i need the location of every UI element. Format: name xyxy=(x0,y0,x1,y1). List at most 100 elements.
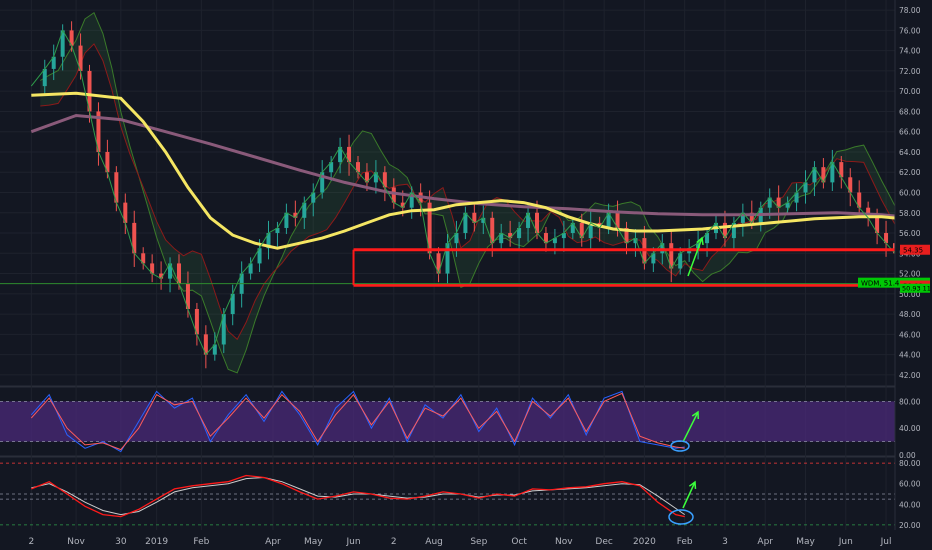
candle-body[interactable] xyxy=(570,222,575,234)
candle-body[interactable] xyxy=(150,263,155,274)
candle-body[interactable] xyxy=(794,192,799,203)
x-tick-label: 3 xyxy=(722,537,728,547)
candle-body[interactable] xyxy=(499,233,504,244)
x-tick-label: Jun xyxy=(838,537,853,547)
candle-body[interactable] xyxy=(812,167,817,183)
candle-body[interactable] xyxy=(722,222,727,239)
candle-body[interactable] xyxy=(848,177,853,193)
candle-body[interactable] xyxy=(391,187,396,203)
candle-body[interactable] xyxy=(212,344,217,355)
stochastic-rsi-panel[interactable] xyxy=(0,390,895,453)
candle-body[interactable] xyxy=(194,309,199,335)
candle-body[interactable] xyxy=(490,217,495,244)
candle-body[interactable] xyxy=(561,233,566,239)
candle-body[interactable] xyxy=(42,68,47,87)
candle-body[interactable] xyxy=(347,146,352,163)
candle-body[interactable] xyxy=(535,212,539,234)
candle-body[interactable] xyxy=(78,45,83,71)
price-tick-label: 46.00 xyxy=(899,330,921,339)
candle-body[interactable] xyxy=(749,212,754,223)
candle-body[interactable] xyxy=(884,233,889,244)
candle-body[interactable] xyxy=(230,293,235,315)
x-tick-label: 2019 xyxy=(145,537,168,547)
price-tag: 54.35 xyxy=(903,247,923,255)
candle-body[interactable] xyxy=(436,253,441,274)
candle-body[interactable] xyxy=(445,243,450,274)
candle-body[interactable] xyxy=(606,212,611,228)
candle-body[interactable] xyxy=(651,253,656,264)
candle-body[interactable] xyxy=(356,162,360,173)
candle-body[interactable] xyxy=(275,227,280,234)
x-tick-label: Jul xyxy=(880,537,892,547)
candle-body[interactable] xyxy=(472,212,477,223)
candle-body[interactable] xyxy=(168,263,173,279)
candle-body[interactable] xyxy=(248,263,253,274)
candle-body[interactable] xyxy=(221,314,226,345)
candle-body[interactable] xyxy=(839,162,844,178)
candle-body[interactable] xyxy=(875,217,880,234)
candle-body[interactable] xyxy=(633,238,638,244)
candle-body[interactable] xyxy=(543,233,548,244)
candle-body[interactable] xyxy=(141,253,146,264)
candle-body[interactable] xyxy=(400,202,405,208)
candle-body[interactable] xyxy=(552,238,557,244)
stoch-highlight-circle-icon xyxy=(670,440,690,452)
candle-body[interactable] xyxy=(320,172,325,193)
candle-body[interactable] xyxy=(427,202,432,254)
candle-body[interactable] xyxy=(740,212,745,223)
candle-body[interactable] xyxy=(803,182,808,193)
candle-body[interactable] xyxy=(338,146,343,163)
candle-body[interactable] xyxy=(105,151,110,173)
candle-body[interactable] xyxy=(159,273,164,279)
candle-body[interactable] xyxy=(696,243,701,249)
candle-body[interactable] xyxy=(373,172,378,183)
candle-body[interactable] xyxy=(69,30,74,46)
candle-body[interactable] xyxy=(87,70,92,112)
candle-body[interactable] xyxy=(776,197,781,208)
candle-body[interactable] xyxy=(678,253,683,269)
candle-body[interactable] xyxy=(329,162,334,173)
candle-body[interactable] xyxy=(463,212,468,234)
candle-body[interactable] xyxy=(284,212,289,228)
candle-body[interactable] xyxy=(293,212,298,218)
candle-body[interactable] xyxy=(517,227,522,239)
candle-body[interactable] xyxy=(830,162,835,183)
candle-body[interactable] xyxy=(660,243,665,254)
candle-body[interactable] xyxy=(731,222,736,239)
candle-body[interactable] xyxy=(132,222,137,254)
candle-body[interactable] xyxy=(409,192,414,208)
candle-body[interactable] xyxy=(508,233,513,239)
candle-body[interactable] xyxy=(364,172,369,183)
candle-body[interactable] xyxy=(579,222,584,239)
candle-body[interactable] xyxy=(311,192,316,203)
candle-body[interactable] xyxy=(767,197,772,208)
candle-body[interactable] xyxy=(821,167,826,183)
candle-body[interactable] xyxy=(266,233,271,249)
candle-body[interactable] xyxy=(51,56,56,69)
candle-body[interactable] xyxy=(257,248,262,264)
candle-body[interactable] xyxy=(114,172,119,203)
candle-body[interactable] xyxy=(123,202,128,223)
candle-body[interactable] xyxy=(669,243,674,269)
price-tick-label: 68.00 xyxy=(899,107,921,116)
candle-body[interactable] xyxy=(185,283,190,310)
candle-body[interactable] xyxy=(60,30,65,57)
candle-body[interactable] xyxy=(203,334,208,355)
candle-body[interactable] xyxy=(785,202,790,208)
candle-body[interactable] xyxy=(624,227,629,244)
candle-body[interactable] xyxy=(96,111,101,152)
candle-body[interactable] xyxy=(705,233,710,244)
candle-body[interactable] xyxy=(454,233,459,244)
candle-body[interactable] xyxy=(177,263,181,284)
candle-body[interactable] xyxy=(615,212,620,228)
candle-body[interactable] xyxy=(526,212,531,228)
candle-body[interactable] xyxy=(481,217,486,223)
candle-body[interactable] xyxy=(588,222,593,239)
rsi-panel[interactable] xyxy=(0,462,895,526)
candle-body[interactable] xyxy=(382,172,387,188)
candle-body[interactable] xyxy=(302,202,307,218)
candle-body[interactable] xyxy=(857,192,862,208)
price-tick-label: 76.00 xyxy=(899,26,921,35)
x-tick-label: May xyxy=(796,537,815,547)
